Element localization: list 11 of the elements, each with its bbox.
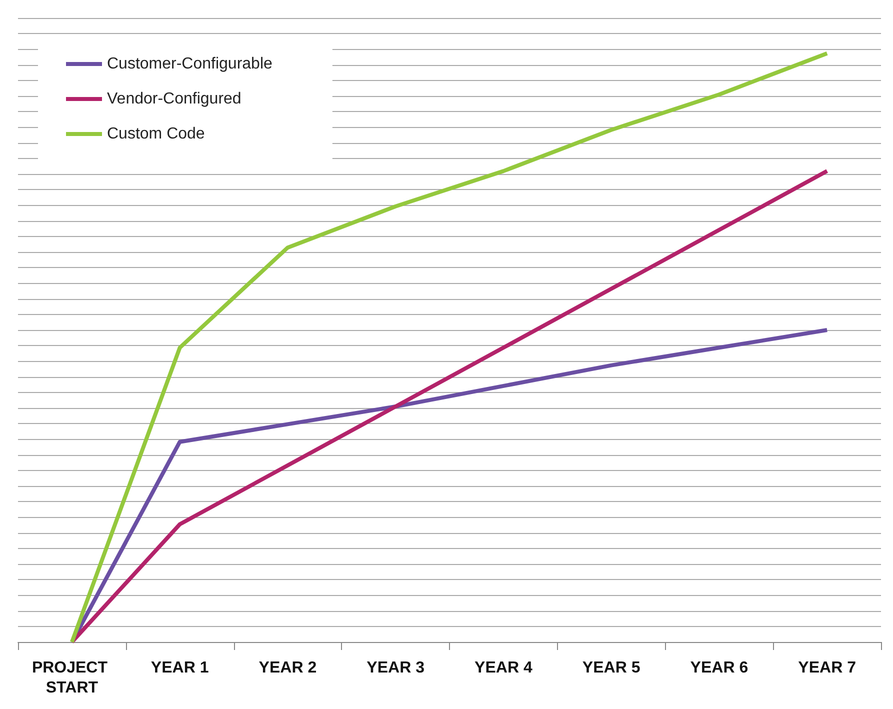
x-tick-label: YEAR 2 [258, 660, 317, 676]
x-tick-label: YEAR 6 [690, 660, 748, 676]
legend-label: Customer-Configurable [107, 56, 273, 72]
x-tick-label: YEAR 5 [582, 660, 640, 676]
legend-label: Vendor-Configured [107, 90, 242, 108]
legend-label: Custom Code [107, 126, 205, 142]
x-tick-label: YEAR 7 [798, 660, 856, 676]
x-tick-label: YEAR 4 [474, 660, 532, 676]
x-tick-label: PROJECT START [32, 660, 112, 696]
x-tick-label: YEAR 1 [150, 660, 209, 676]
x-tick-label: YEAR 3 [366, 660, 425, 676]
